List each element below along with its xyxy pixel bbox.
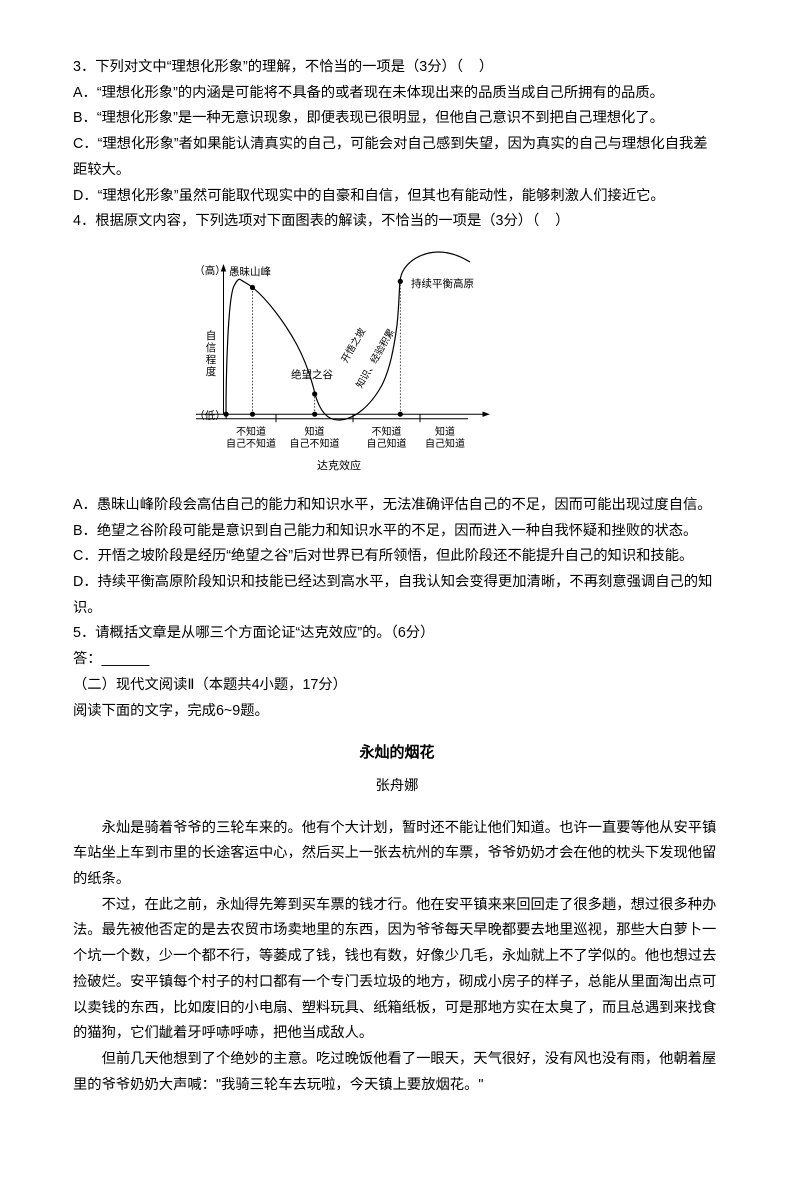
svg-text:知道: 知道: [435, 425, 455, 438]
svg-text:知道: 知道: [305, 425, 325, 438]
svg-text:度: 度: [206, 365, 217, 378]
svg-text:自己知道: 自己知道: [425, 437, 465, 450]
svg-text:达克效应: 达克效应: [317, 458, 361, 472]
svg-text:（高）: （高）: [194, 264, 226, 277]
svg-text:不知道: 不知道: [236, 425, 266, 438]
svg-text:绝望之谷: 绝望之谷: [291, 368, 333, 381]
svg-text:程: 程: [206, 354, 217, 366]
svg-text:信: 信: [206, 342, 217, 354]
svg-text:自己不知道: 自己不知道: [226, 437, 276, 450]
svg-text:自: 自: [206, 329, 217, 342]
svg-text:愚昧山峰: 愚昧山峰: [229, 266, 271, 278]
svg-text:持续平衡高原: 持续平衡高原: [411, 277, 474, 290]
svg-text:自己不知道: 自己不知道: [290, 437, 340, 450]
svg-text:开悟之坡: 开悟之坡: [339, 326, 369, 365]
svg-text:不知道: 不知道: [372, 425, 402, 438]
svg-text:（低）: （低）: [194, 409, 226, 422]
svg-text:自己知道: 自己知道: [367, 437, 407, 450]
